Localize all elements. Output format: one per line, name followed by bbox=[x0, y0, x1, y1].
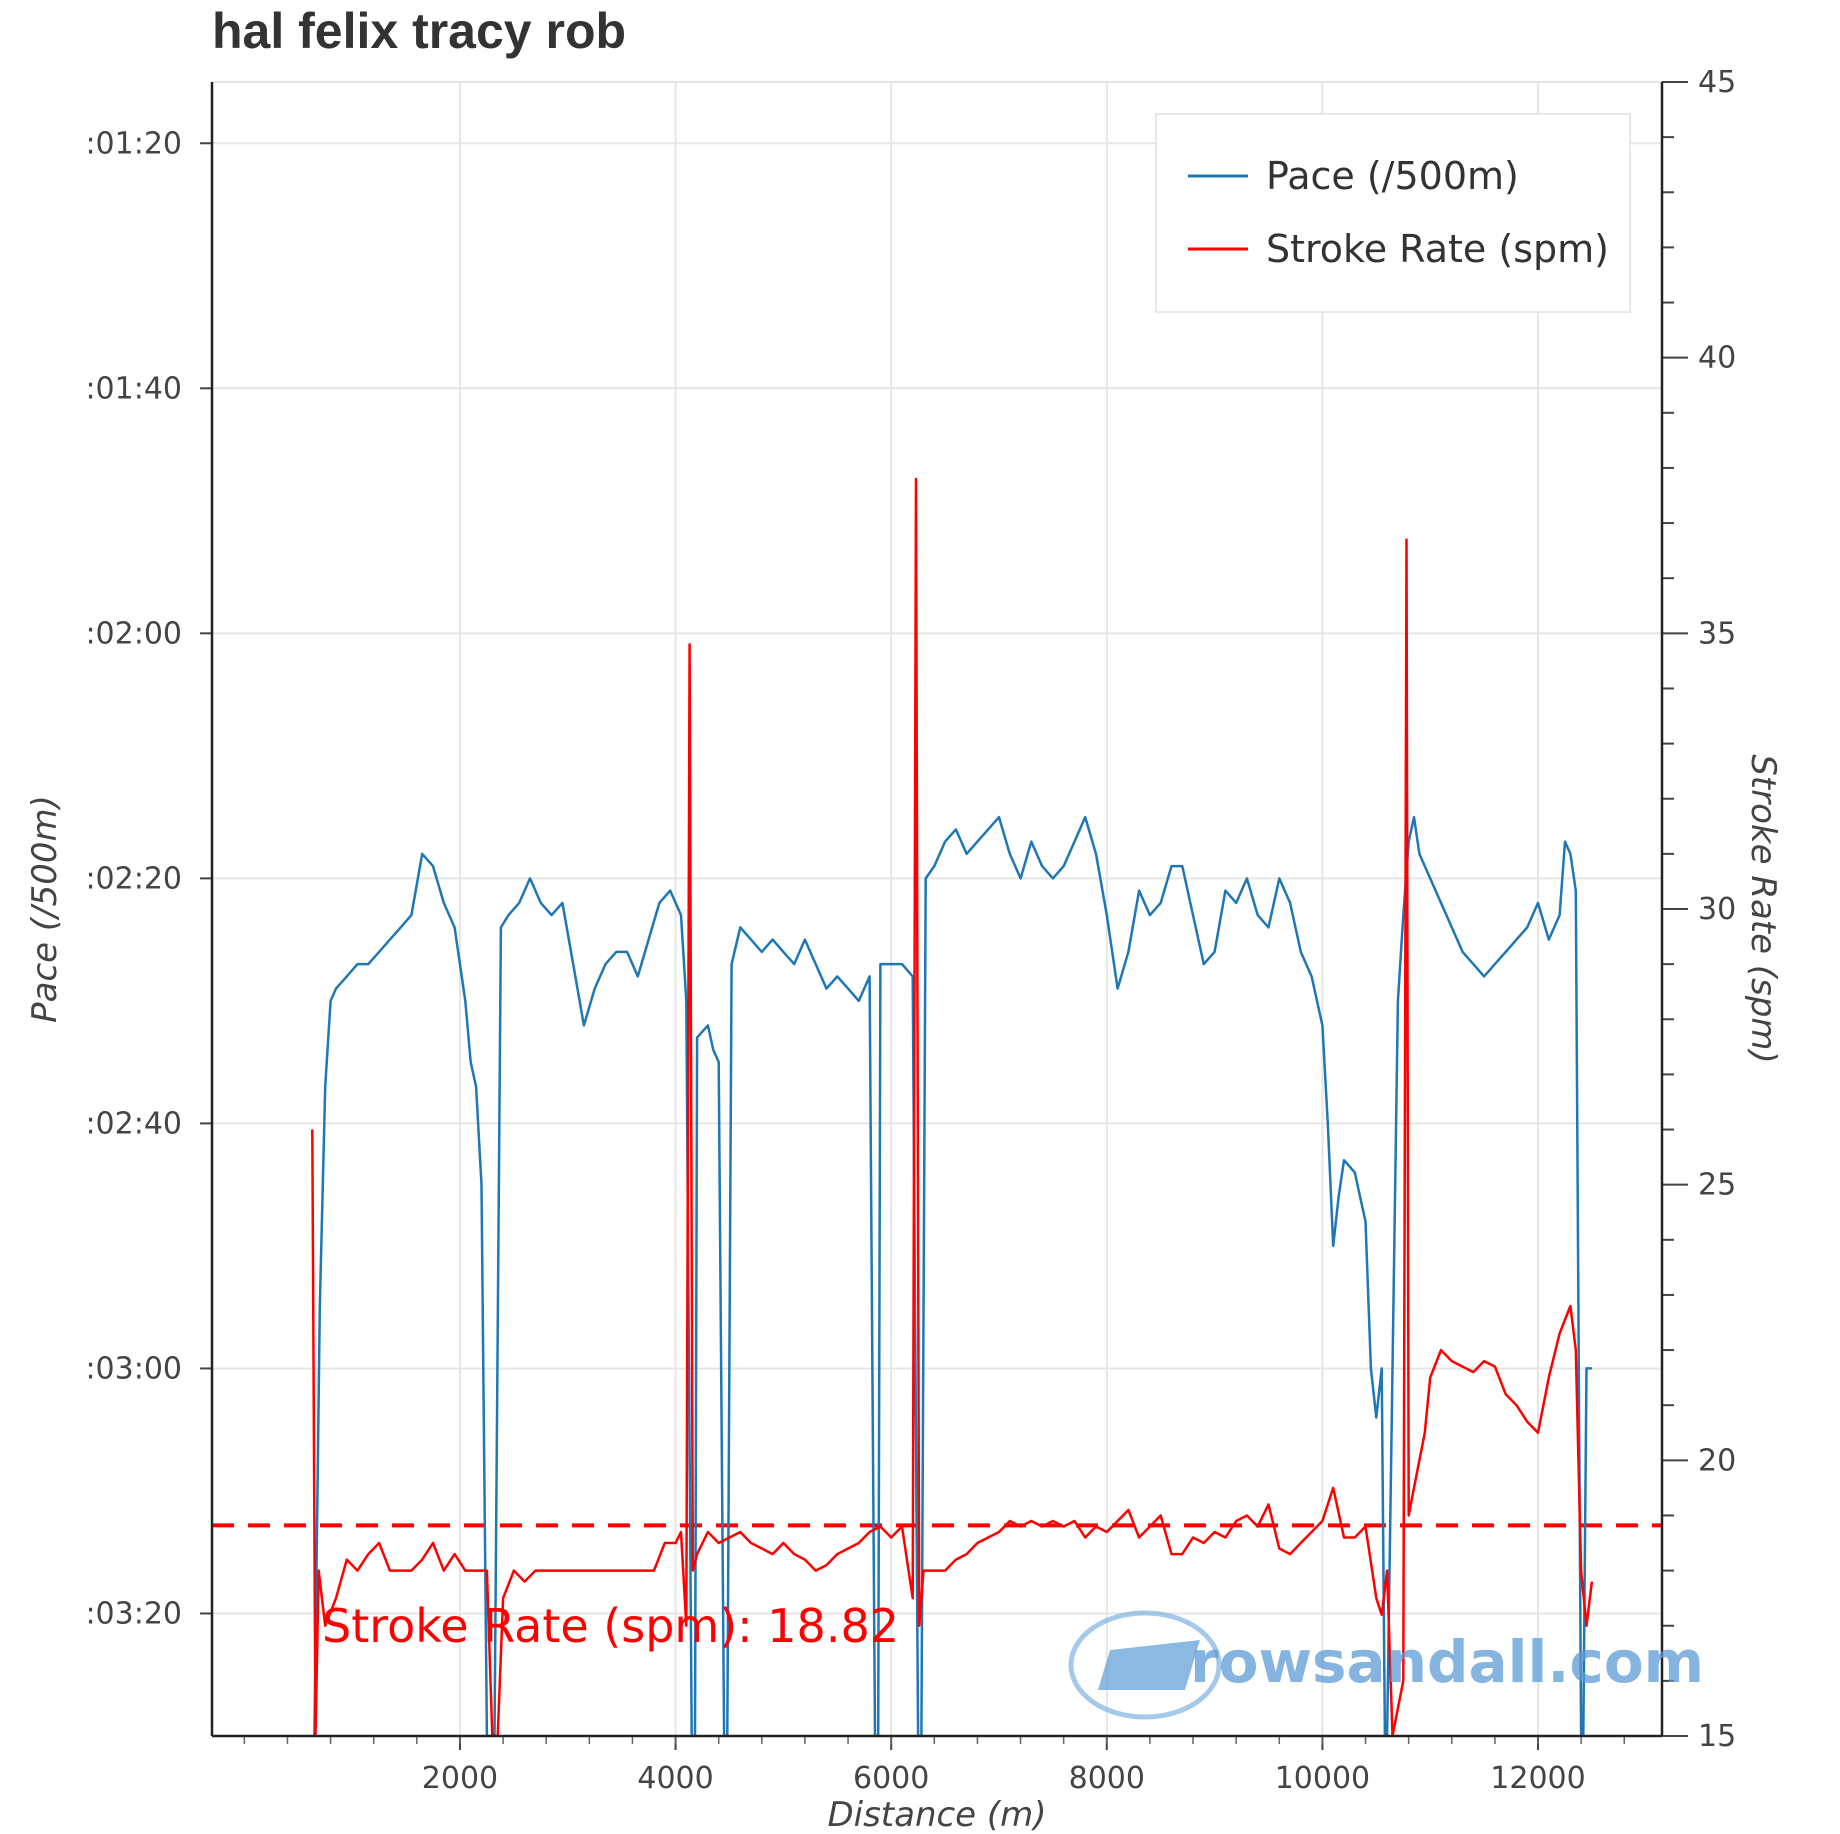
y-right-tick-label: 25 bbox=[1698, 1168, 1736, 1203]
x-tick-label: 6000 bbox=[853, 1761, 929, 1796]
y-right-tick-label: 45 bbox=[1698, 65, 1736, 100]
y-right-tick-label: 35 bbox=[1698, 616, 1736, 651]
y-right-tick-label: 15 bbox=[1698, 1719, 1736, 1754]
x-tick-label: 8000 bbox=[1069, 1761, 1145, 1796]
watermark: rowsandall.com bbox=[1068, 1610, 1704, 1720]
legend: Pace (/500m) Stroke Rate (spm) bbox=[1155, 113, 1631, 313]
y-left-tick-label: :02:40 bbox=[85, 1106, 182, 1141]
chart-title: hal felix tracy rob bbox=[212, 3, 626, 59]
y-right-tick-label: 40 bbox=[1698, 341, 1736, 376]
series-line-pace bbox=[313, 815, 1592, 1736]
watermark-logo-icon bbox=[1068, 1610, 1222, 1720]
x-tick-label: 4000 bbox=[637, 1761, 713, 1796]
watermark-text: rowsandall.com bbox=[1190, 1628, 1704, 1696]
x-tick-label: 10000 bbox=[1275, 1761, 1370, 1796]
series-line-stroke-rate bbox=[311, 477, 1594, 1736]
legend-box bbox=[1155, 113, 1631, 313]
y-left-tick-label: :03:20 bbox=[85, 1596, 182, 1631]
legend-label-pace: Pace (/500m) bbox=[1266, 154, 1519, 198]
y-left-tick-label: :01:20 bbox=[85, 126, 182, 161]
y-left-tick-label: :03:00 bbox=[85, 1351, 182, 1386]
y-left-tick-label: :01:40 bbox=[85, 371, 182, 406]
axes: 2000 4000 6000 8000 10000 12000 :01:20 :01:40 :0… bbox=[85, 65, 1736, 1796]
y-right-tick-label: 30 bbox=[1698, 892, 1736, 927]
x-axis-label: Distance (m) bbox=[827, 1795, 1046, 1834]
legend-label-spm: Stroke Rate (spm) bbox=[1266, 227, 1609, 271]
reference-line-label: Stroke Rate (spm): 18.82 bbox=[322, 1599, 899, 1653]
x-tick-label: 2000 bbox=[422, 1761, 498, 1796]
series-group bbox=[311, 477, 1594, 1736]
y-left-tick-label: :02:00 bbox=[85, 616, 182, 651]
y-left-tick-label: :02:20 bbox=[85, 861, 182, 896]
y-axis-left-label: Pace (/500m) bbox=[25, 795, 65, 1023]
y-axis-right-label: Stroke Rate (spm) bbox=[1743, 754, 1783, 1064]
watermark-boat-icon bbox=[1098, 1640, 1200, 1690]
y-right-tick-label: 20 bbox=[1698, 1443, 1736, 1478]
x-tick-label: 12000 bbox=[1490, 1761, 1585, 1796]
